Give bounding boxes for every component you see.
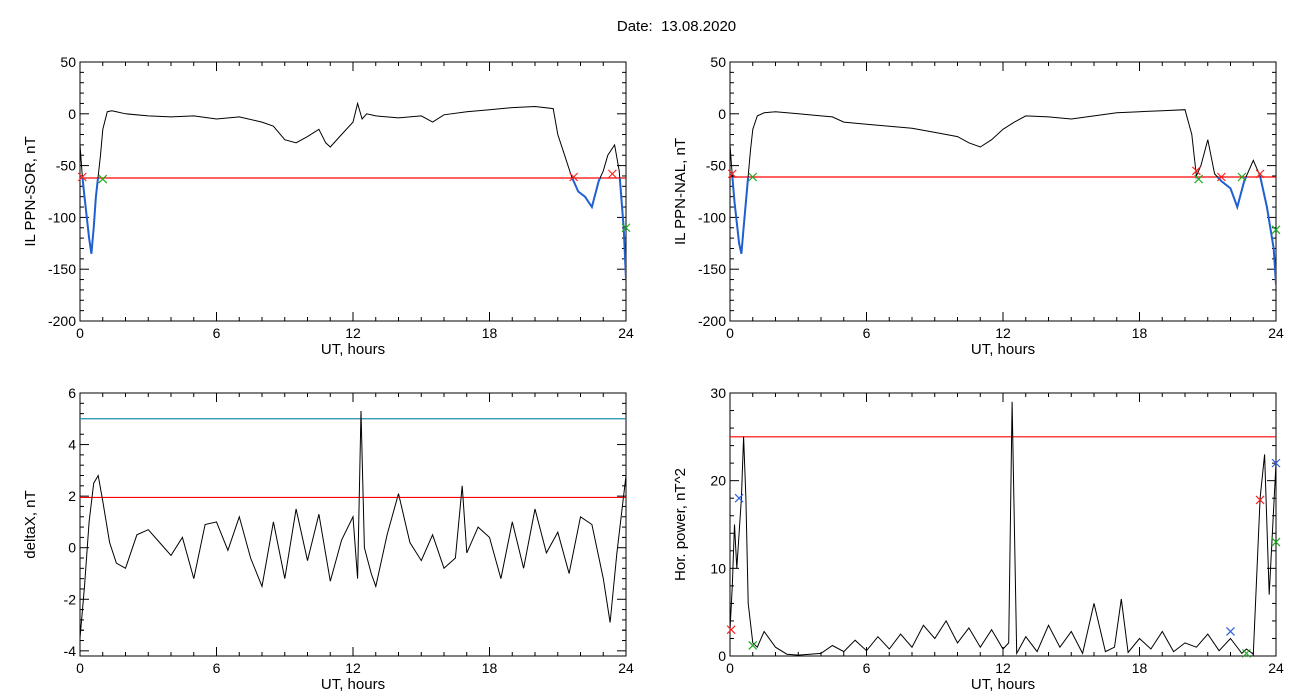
y-tick-label: 0 [718, 106, 726, 122]
plot-frame [79, 392, 627, 657]
series-line [730, 401, 1276, 656]
x-tick-label: 12 [995, 660, 1011, 676]
x-tick-label: 12 [995, 325, 1011, 341]
y-tick-label: 4 [68, 437, 76, 453]
x-axis-label: UT, hours [321, 341, 385, 358]
y-tick-label: 30 [710, 385, 726, 401]
series-below-threshold [81, 178, 626, 280]
cross-marker [1242, 648, 1251, 658]
x-tick-label: 18 [482, 325, 498, 341]
x-tick-label: 24 [618, 660, 634, 676]
y-axis-label: IL PPN-SOR, nT [22, 136, 39, 246]
plot-frame [729, 392, 1277, 657]
plot-frame [729, 61, 1277, 322]
y-tick-label: -50 [706, 158, 726, 174]
date-label: Date: [616, 18, 653, 35]
series-line [80, 410, 626, 639]
x-tick-label: 0 [726, 660, 734, 676]
x-tick-label: 12 [345, 660, 361, 676]
x-axis-label: UT, hours [971, 341, 1035, 358]
cross-marker [1194, 174, 1204, 184]
chart-date-title: Date: 13.08.2020 [0, 18, 1300, 35]
cross-marker [1216, 172, 1226, 182]
x-tick-label: 6 [863, 325, 871, 341]
y-tick-label: 50 [710, 54, 726, 70]
y-tick-label: -150 [48, 261, 76, 277]
cross-marker [727, 169, 737, 179]
y-tick-label: 2 [68, 488, 76, 504]
y-tick-label: 0 [718, 648, 726, 664]
x-tick-label: 24 [1268, 325, 1284, 341]
x-tick-label: 24 [1268, 660, 1284, 676]
x-tick-label: 6 [213, 660, 221, 676]
y-axis-label: deltaX, nT [22, 490, 39, 558]
x-tick-label: 0 [76, 660, 84, 676]
cross-marker [77, 172, 87, 182]
cross-marker [1226, 627, 1235, 636]
cross-marker [98, 174, 108, 184]
y-tick-label: -4 [64, 643, 77, 659]
x-tick-label: 24 [618, 325, 634, 341]
y-tick-label: -200 [48, 313, 76, 329]
y-tick-label: -100 [48, 209, 76, 225]
series-line [730, 109, 1276, 285]
cross-marker [734, 493, 744, 503]
plot-frame [79, 61, 627, 322]
x-tick-label: 18 [1132, 660, 1148, 676]
x-tick-label: 12 [345, 325, 361, 341]
y-tick-label: 20 [710, 473, 726, 489]
cross-marker [1255, 169, 1265, 179]
cross-marker [1191, 166, 1201, 176]
below-threshold-group [81, 178, 626, 280]
y-tick-label: -150 [698, 261, 726, 277]
date-value: 13.08.2020 [661, 18, 737, 35]
x-tick-label: 18 [1132, 325, 1148, 341]
y-tick-label: -2 [64, 591, 77, 607]
cross-marker [607, 169, 617, 179]
series-line [80, 101, 626, 280]
chart-nal: 0 6 12 18 24 50 0 -50 -100 -150 -200 UT, hours IL PP… [672, 54, 1284, 358]
cross-marker [1271, 225, 1281, 235]
series-below-threshold [731, 176, 1276, 285]
x-tick-label: 0 [76, 325, 84, 341]
cross-marker [569, 172, 579, 182]
below-threshold-group [731, 176, 1276, 285]
chart-hor: 0 6 12 18 24 30 20 10 0 UT, hours Hor. power, nT^2 [672, 385, 1284, 693]
x-tick-label: 6 [213, 325, 221, 341]
y-tick-label: -50 [56, 158, 76, 174]
y-tick-label: 50 [60, 54, 76, 70]
x-tick-label: 6 [863, 660, 871, 676]
x-axis-label: UT, hours [321, 676, 385, 693]
cross-marker [1255, 495, 1265, 505]
cross-marker [726, 625, 736, 635]
y-tick-label: 10 [710, 560, 726, 576]
x-axis-label: UT, hours [971, 676, 1035, 693]
y-tick-label: -100 [698, 209, 726, 225]
y-tick-label: 6 [68, 385, 76, 401]
chart-deltax: 0 6 12 18 24 6 4 2 0 -2 -4 UT, hours deltaX, nT [22, 385, 634, 693]
y-tick-label: 0 [68, 106, 76, 122]
y-axis-label: Hor. power, nT^2 [672, 468, 689, 581]
cross-marker [748, 641, 758, 650]
cross-marker [1271, 537, 1281, 547]
cross-marker [621, 223, 631, 233]
x-tick-label: 18 [482, 660, 498, 676]
y-tick-label: 0 [68, 540, 76, 556]
x-tick-label: 0 [726, 325, 734, 341]
cross-marker [748, 172, 758, 182]
cross-marker [1271, 458, 1281, 468]
y-tick-label: -200 [698, 313, 726, 329]
cross-marker [1237, 172, 1247, 182]
y-axis-label: IL PPN-NAL, nT [672, 138, 689, 245]
chart-sor: 0 6 12 18 24 50 0 -50 -100 -150 -200 UT, hours IL PP… [22, 54, 634, 358]
